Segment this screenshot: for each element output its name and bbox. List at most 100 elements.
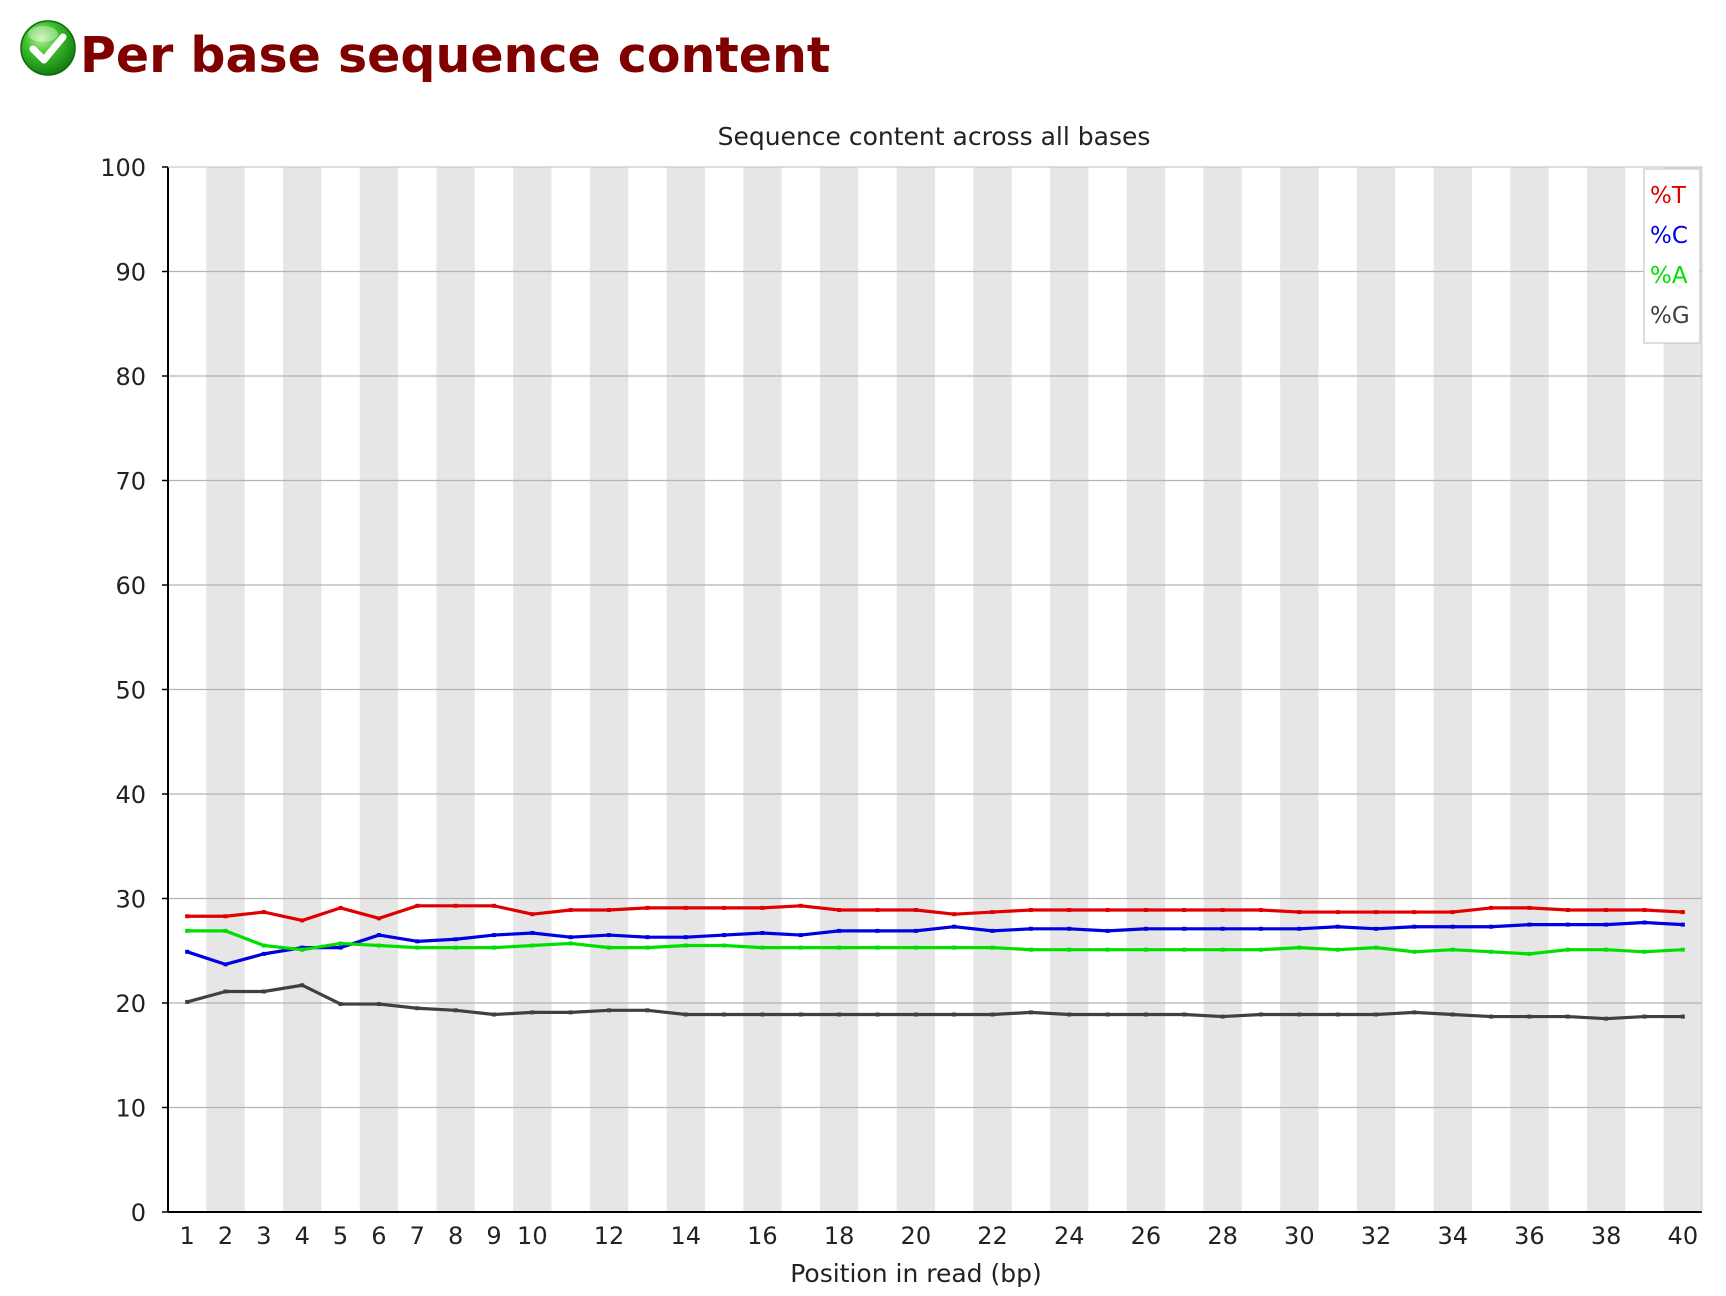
series-point (1143, 947, 1148, 952)
series-point (300, 947, 305, 952)
series-point (376, 933, 381, 938)
x-tick-label: 12 (594, 1222, 625, 1250)
x-tick-label: 14 (670, 1222, 701, 1250)
series-point (1067, 947, 1072, 952)
series-point (223, 989, 228, 994)
series-point (1565, 947, 1570, 952)
series-point (875, 907, 880, 912)
series-point (722, 1012, 727, 1017)
series-line (186, 920, 1683, 966)
series-point (760, 1012, 765, 1017)
series-point (1220, 947, 1225, 952)
series-point (568, 935, 573, 940)
x-tick-label: 40 (1668, 1222, 1699, 1250)
series-point (338, 941, 343, 946)
series-point (1028, 947, 1033, 952)
series-point (798, 933, 803, 938)
y-tick-label: 50 (115, 677, 146, 705)
series-point (376, 1002, 381, 1007)
y-tick-labels: 0 10 20 30 40 50 60 70 80 90 100 (100, 154, 146, 1227)
x-tick-label: 8 (448, 1222, 463, 1250)
series-point (1258, 947, 1263, 952)
series-point (1412, 910, 1417, 915)
series-point (875, 1012, 880, 1017)
x-tick-label: 32 (1361, 1222, 1392, 1250)
x-tick-label: 1 (180, 1222, 195, 1250)
series-point (990, 1012, 995, 1017)
series-point (798, 945, 803, 950)
series-point (1450, 1012, 1455, 1017)
series-point (453, 937, 458, 942)
series-point (1450, 947, 1455, 952)
series-point (683, 1012, 688, 1017)
series-point (1258, 907, 1263, 912)
series-point (837, 928, 842, 933)
series-point (952, 924, 957, 929)
series-point (1028, 926, 1033, 931)
series-point (1182, 1012, 1187, 1017)
series-point (223, 962, 228, 967)
x-tick-label: 22 (977, 1222, 1008, 1250)
x-tick-label: 20 (901, 1222, 932, 1250)
series-point (376, 916, 381, 921)
x-tick-label: 6 (371, 1222, 386, 1250)
page-title: Per base sequence content (80, 27, 831, 84)
series-point (990, 910, 995, 915)
series-point (1182, 907, 1187, 912)
series-point (1105, 1012, 1110, 1017)
series-point (453, 903, 458, 908)
series-point (415, 939, 420, 944)
series-point (1067, 1012, 1072, 1017)
series-point (722, 933, 727, 938)
chart-title: Sequence content across all bases (718, 122, 1151, 151)
series-point (415, 903, 420, 908)
series-point (1220, 907, 1225, 912)
series-point (491, 933, 496, 938)
x-tick-label: 4 (295, 1222, 310, 1250)
y-tick-label: 80 (115, 363, 146, 391)
series-point (1258, 926, 1263, 931)
series-point (1527, 922, 1532, 927)
series-line (187, 929, 1683, 956)
x-tick-label: 16 (747, 1222, 778, 1250)
series-point (1028, 1010, 1033, 1015)
series-point (415, 945, 420, 950)
series-point (185, 949, 190, 954)
series-point (300, 945, 305, 950)
series-point (683, 935, 688, 940)
y-tick-label: 40 (115, 781, 146, 809)
series-point (223, 914, 228, 919)
series-point (1412, 1010, 1417, 1015)
series-point (913, 907, 918, 912)
series-point (760, 905, 765, 910)
series-point (338, 1002, 343, 1007)
x-tick-label: 9 (486, 1222, 501, 1250)
series-point (415, 1006, 420, 1011)
series-point (1604, 1016, 1609, 1021)
series-point (338, 905, 343, 910)
series-point (491, 903, 496, 908)
series-point (568, 941, 573, 946)
series-point (1489, 1014, 1494, 1019)
x-tick-label: 38 (1591, 1222, 1622, 1250)
series-point (1105, 928, 1110, 933)
series-point (1527, 951, 1532, 956)
series-point (1297, 926, 1302, 931)
series-point (453, 945, 458, 950)
series-point (837, 945, 842, 950)
series-point (607, 933, 612, 938)
series-point (568, 1010, 573, 1015)
series-point (1412, 924, 1417, 929)
series-point (607, 945, 612, 950)
x-tick-label: 2 (218, 1222, 233, 1250)
series-point (1182, 926, 1187, 931)
series-point (683, 943, 688, 948)
legend-entry: %C (1650, 223, 1688, 249)
series-point (1335, 924, 1340, 929)
series-point (376, 943, 381, 948)
series-point (1105, 907, 1110, 912)
series-point (1335, 1012, 1340, 1017)
series-point (338, 945, 343, 950)
series-point (798, 1012, 803, 1017)
series-point (1642, 920, 1647, 925)
